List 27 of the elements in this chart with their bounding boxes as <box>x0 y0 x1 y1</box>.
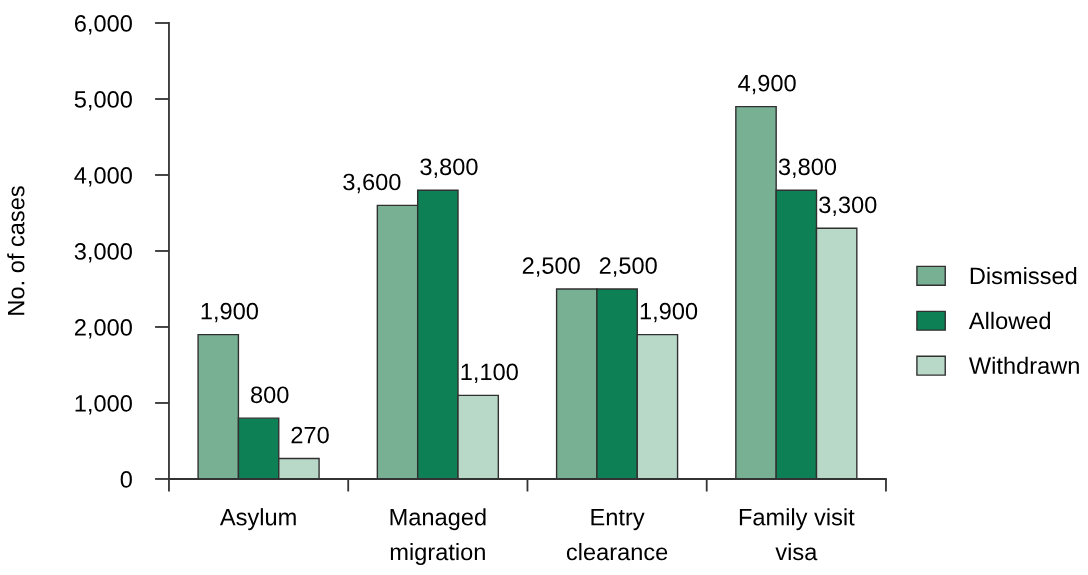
data-label: 270 <box>291 426 329 444</box>
data-label: 3,300 <box>819 196 877 216</box>
data-label: 3,600 <box>343 173 401 194</box>
y-tick-label: 1,000 <box>75 395 132 415</box>
data-label: 3,800 <box>778 158 837 178</box>
y-tick-label: 3,000 <box>74 243 132 263</box>
data-label: 2,500 <box>599 257 657 277</box>
data-label: 1,900 <box>640 302 698 323</box>
x-tick-label: Managed migration <box>390 508 486 565</box>
x-tick-label: Family visit visa <box>739 508 855 561</box>
legend-label: Withdrawn <box>968 356 1079 375</box>
data-label: 1,100 <box>461 363 518 384</box>
y-axis-title: No. of cases <box>7 186 25 315</box>
x-tick-label: Entry clearance <box>566 509 668 561</box>
data-label: 4,900 <box>738 74 796 95</box>
data-label: 800 <box>251 386 289 404</box>
data-label: 3,800 <box>420 158 478 178</box>
y-tick-label: 4,000 <box>74 167 132 187</box>
y-tick-label: 5,000 <box>74 91 132 111</box>
data-label: 1,900 <box>201 302 258 323</box>
legend-label: Allowed <box>968 311 1051 330</box>
x-tick-label: Asylum <box>219 508 296 531</box>
data-label: 2,500 <box>522 257 580 277</box>
legend-label: Dismissed <box>970 266 1077 285</box>
y-tick-label: 2,000 <box>74 319 132 339</box>
y-tick-label: 0 <box>120 471 132 488</box>
y-tick-label: 6,000 <box>74 15 132 35</box>
